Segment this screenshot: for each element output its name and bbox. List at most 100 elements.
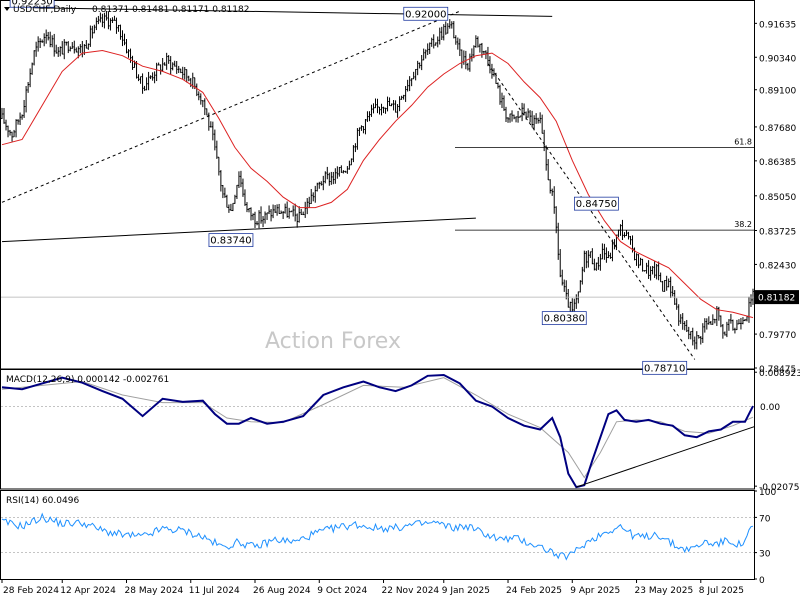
price-candle — [314, 185, 317, 203]
price-candle — [679, 314, 682, 324]
price-candle — [589, 251, 592, 258]
price-candle — [268, 205, 270, 215]
price-candle — [51, 35, 54, 48]
price-candle — [645, 262, 648, 274]
price-candle — [47, 31, 50, 41]
price-candle — [330, 171, 333, 185]
price-candle — [489, 56, 491, 74]
price-candle — [728, 319, 730, 331]
price-candle — [595, 262, 598, 271]
price-candle — [240, 170, 242, 188]
price-candle — [304, 201, 307, 218]
price-candle — [41, 39, 44, 43]
price-candle — [109, 18, 112, 31]
price-candle — [462, 50, 465, 65]
chevron-down-icon[interactable] — [4, 7, 10, 11]
price-candle — [593, 258, 596, 271]
macd-value-badge-bg — [755, 399, 787, 414]
price-candle — [701, 323, 704, 343]
price-candle — [177, 65, 180, 74]
price-candle — [318, 181, 321, 189]
price-candle — [15, 119, 17, 138]
price-candle — [350, 158, 353, 166]
price-candle — [362, 126, 365, 134]
price-candle — [131, 55, 134, 70]
price-candle — [63, 39, 66, 60]
price-candle — [242, 178, 244, 197]
price-candle — [211, 121, 214, 141]
price-candle — [85, 40, 88, 49]
price-candle — [689, 331, 692, 340]
price-candle — [695, 331, 698, 350]
price-candle — [201, 100, 204, 108]
price-candle — [7, 125, 9, 138]
x-axis-tick-label: 23 May 2025 — [635, 586, 694, 596]
level-annotation: 0.92230 — [9, 0, 55, 8]
price-candle — [1, 107, 3, 120]
price-candle — [404, 85, 407, 102]
price-candle — [605, 247, 608, 263]
price-candle — [446, 23, 449, 34]
price-candle — [629, 235, 632, 245]
price-candle — [75, 47, 78, 53]
price-candle — [25, 86, 27, 113]
price-axis-tick-label: 0.78475 — [759, 365, 796, 375]
price-candle — [408, 76, 411, 92]
price-candle — [95, 17, 98, 31]
price-candle — [719, 315, 722, 328]
rsi-axis-tick-label: 30 — [759, 550, 771, 560]
x-axis-tick-label: 9 Apr 2025 — [570, 586, 620, 596]
price-candle — [33, 50, 36, 66]
macd-axis-tick-label: 0.008923 — [759, 369, 800, 379]
price-candle — [685, 319, 688, 333]
price-candle — [711, 314, 714, 325]
price-candle — [322, 175, 325, 191]
price-candle — [288, 207, 291, 219]
x-axis-tick-label: 26 Aug 2024 — [253, 586, 311, 596]
price-candle — [517, 110, 519, 123]
price-candle — [481, 42, 483, 58]
price-candle — [675, 298, 678, 310]
price-candle — [609, 252, 612, 259]
price-candle — [250, 207, 252, 221]
price-candle — [515, 116, 517, 123]
x-axis-tick-label: 11 Jul 2024 — [189, 586, 240, 596]
price-candle — [499, 84, 501, 105]
price-candle — [744, 318, 746, 322]
price-candle — [139, 76, 142, 84]
macd-line — [1, 373, 754, 489]
price-candle — [549, 179, 552, 194]
price-candle — [290, 210, 293, 213]
price-candle — [35, 41, 38, 57]
price-candle — [27, 81, 30, 93]
price-candle — [115, 17, 118, 34]
price-candle — [633, 247, 636, 261]
price-candle — [416, 60, 419, 76]
annotation-label: 0.92000 — [405, 9, 446, 20]
price-candle — [185, 69, 188, 83]
price-candle — [466, 62, 469, 71]
labels-layer: 0.92230 0.92000 0.83740 0.84750 0.80380 0.787… — [4, 0, 688, 506]
level-annotation: 0.92000 — [403, 6, 449, 21]
price-candle — [280, 210, 283, 214]
price-candle — [213, 129, 216, 151]
price-candle — [440, 26, 443, 41]
price-candle — [147, 71, 150, 91]
price-candle — [306, 198, 309, 215]
price-candle — [601, 243, 604, 260]
rsi-axis-tick-label: 70 — [759, 514, 771, 524]
price-candle — [298, 206, 301, 223]
price-candle — [390, 103, 393, 107]
price-candle — [537, 117, 540, 124]
price-candle — [567, 288, 570, 308]
price-candle — [151, 72, 154, 81]
price-candle — [219, 170, 222, 192]
price-candle — [29, 68, 32, 88]
price-candle — [270, 209, 272, 222]
price-candle — [232, 202, 234, 212]
price-candle — [11, 131, 13, 142]
price-candle — [523, 103, 525, 116]
price-candle — [553, 186, 556, 214]
price-candle — [326, 166, 329, 180]
price-candle — [438, 27, 441, 45]
